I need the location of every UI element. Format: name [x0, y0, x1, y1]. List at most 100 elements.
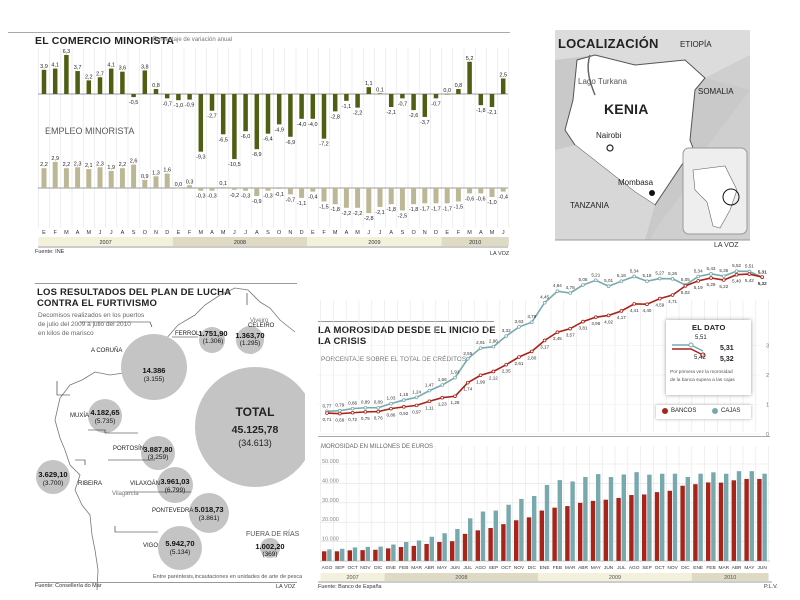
- furtivismo-credit: LA VOZ: [276, 584, 296, 590]
- el-dato-title: EL DATO: [692, 323, 726, 332]
- data-point: [491, 344, 496, 349]
- bar-bancos: [590, 500, 596, 561]
- data-label: -1,5: [319, 205, 328, 211]
- data-label: 0,8: [152, 83, 160, 89]
- data-label: 2,2: [119, 162, 127, 168]
- y-tick-label: 40.000: [322, 478, 339, 484]
- data-label: 2,2: [63, 162, 71, 168]
- bar: [433, 94, 439, 99]
- celeiro-units: (1.295): [239, 340, 261, 347]
- bar-cajas: [583, 476, 588, 561]
- bar: [164, 94, 170, 99]
- y-tick-label: 30.000: [322, 498, 339, 504]
- bar: [164, 173, 170, 188]
- data-point: [555, 289, 560, 294]
- data-label: -0,9: [252, 199, 261, 205]
- label-vilaxoan: VILAXOÁN: [130, 481, 161, 487]
- bubbles: [36, 326, 305, 570]
- bar: [119, 168, 125, 188]
- data-label: -1,1: [342, 104, 351, 110]
- data-label: 3,8: [141, 64, 149, 70]
- data-label: -6,5: [218, 137, 227, 143]
- data-label: 3,79: [527, 314, 536, 319]
- data-label: 3,81: [579, 326, 588, 331]
- retail-chart: 3,9 4,16,33,72,22,74,13,6-0,53,80,8-0,7 -1…: [38, 48, 510, 248]
- label-pontevedra: PONTEVEDRA: [152, 508, 194, 514]
- month-label: F: [54, 230, 58, 236]
- data-label: 0,3: [186, 179, 194, 185]
- bar: [108, 68, 114, 94]
- bar-bancos: [360, 550, 365, 561]
- bar: [411, 188, 417, 205]
- month-label: F: [457, 230, 461, 236]
- month-label: JUL: [617, 565, 626, 571]
- data-label: 2,2: [40, 162, 48, 168]
- month-label: E: [445, 230, 449, 236]
- data-point: [427, 388, 432, 393]
- month-label: J: [244, 230, 247, 236]
- bar-bancos: [552, 507, 557, 561]
- bar-bancos: [514, 520, 519, 561]
- bar-cajas: [506, 504, 511, 561]
- vilaxoan-units: (6.799): [164, 487, 186, 494]
- data-label: 4,84: [553, 283, 562, 288]
- data-label: 0,1: [219, 181, 227, 187]
- legend-bancos-swatch: [662, 408, 668, 414]
- data-label: 0,75: [361, 416, 370, 421]
- month-label: E: [177, 230, 181, 236]
- year-label: 2008: [455, 575, 467, 581]
- label-somalia: SOMALIA: [698, 87, 734, 96]
- data-label: 2,5: [499, 73, 507, 79]
- month-label: OCT: [655, 565, 665, 571]
- y-tick-label: 2: [766, 373, 769, 379]
- bar: [310, 188, 316, 192]
- data-label: 5,02: [681, 290, 690, 295]
- data-label: 5,34: [630, 268, 639, 273]
- month-label: FEB: [553, 565, 562, 571]
- data-label: 5,42: [745, 278, 754, 283]
- el-dato-bancos: 5,42: [694, 355, 706, 361]
- bar-bancos: [334, 551, 340, 561]
- data-label: -4,9: [274, 127, 283, 133]
- month-label: MAY: [591, 565, 602, 571]
- bar-bancos: [757, 478, 762, 561]
- data-label: -0,3: [196, 194, 205, 200]
- data-point: [747, 272, 752, 276]
- data-label: 5,27: [655, 271, 664, 276]
- morosidad-subtitle: PORCENTAJE SOBRE EL TOTAL DE CRÉDITOS: [321, 356, 467, 363]
- data-label: 1,24: [412, 389, 421, 394]
- celeiro-kg: 1.363,70: [235, 331, 265, 340]
- month-label: A: [76, 230, 80, 236]
- bar-bancos: [680, 485, 685, 561]
- vilaxoan-kg: 3.961,03: [160, 477, 190, 486]
- data-label: 5,05: [681, 277, 690, 282]
- bar: [176, 94, 181, 101]
- label-celeiro: CELEIRO: [248, 323, 275, 329]
- data-label: 3,9: [40, 64, 48, 70]
- data-label: -0,4: [498, 195, 507, 201]
- total-label: TOTAL: [235, 405, 275, 419]
- data-label: 5,32: [758, 281, 767, 286]
- tanzania-region: [555, 145, 655, 240]
- month-label: SEP: [489, 565, 499, 571]
- retail-title: EL COMERCIO MINORISTA: [35, 35, 175, 47]
- year-label: 2009: [609, 575, 621, 581]
- data-label: 0,97: [412, 409, 421, 414]
- bar-bancos: [373, 549, 378, 561]
- bar: [332, 188, 338, 205]
- data-label: 5,31: [758, 269, 767, 274]
- bar-cajas: [698, 473, 703, 561]
- data-label: -4,0: [297, 122, 306, 128]
- fuera-label: FUERA DE RÍAS: [246, 531, 300, 538]
- el-dato-mini-chart: [672, 342, 706, 358]
- bar-cajas: [672, 473, 678, 561]
- data-label: -0,7: [162, 101, 171, 107]
- coastline: [54, 287, 296, 591]
- data-point: [721, 278, 726, 282]
- data-label: -2,2: [342, 211, 351, 217]
- bar: [388, 188, 394, 205]
- legend-cajas-label: CAJAS: [721, 408, 741, 414]
- data-point: [683, 284, 688, 288]
- data-label: -1,1: [297, 201, 306, 207]
- lake-turkana: [587, 54, 596, 96]
